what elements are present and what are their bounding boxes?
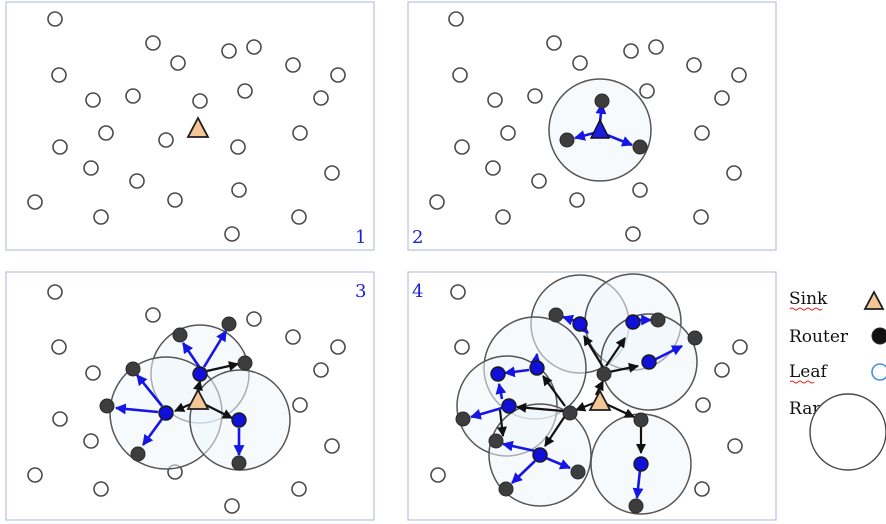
legend-router: Router	[789, 327, 886, 347]
router-icon	[871, 327, 886, 345]
legend-sink: Sink	[789, 289, 885, 311]
panel-4-joined-nodes	[490, 314, 657, 472]
legend-leaf: Leaf	[789, 362, 886, 384]
router-node	[632, 139, 648, 155]
panel-4-nodes	[430, 284, 748, 497]
joined-node	[192, 366, 208, 382]
panel-3-nodes	[27, 284, 346, 514]
panel-number: 2	[412, 227, 423, 248]
panel-4-blue-links	[469, 314, 683, 500]
sink-icon	[863, 290, 885, 310]
panel-1-nodes	[27, 11, 346, 242]
router-node	[125, 361, 141, 377]
joined-node	[231, 412, 247, 428]
range-icon	[809, 393, 886, 471]
panel-4: 4	[407, 271, 777, 521]
router-node	[130, 446, 146, 462]
panel-4-black-links	[496, 335, 647, 455]
panel-2-nodes	[429, 11, 747, 242]
panel-4-router-nodes	[455, 307, 703, 514]
sink-triangle	[588, 389, 612, 411]
panel-1: 1	[5, 1, 375, 251]
legend-range: Range	[789, 393, 886, 471]
sink-triangle	[186, 388, 210, 410]
sink-triangle	[589, 118, 611, 139]
router-node	[594, 93, 610, 109]
router-node	[221, 316, 237, 332]
router-node	[99, 398, 115, 414]
panel-number: 3	[355, 281, 366, 302]
router-node	[172, 327, 188, 343]
panel-3: 3	[5, 271, 375, 521]
legend: Sink Router Leaf Range	[789, 289, 886, 471]
joined-node	[158, 405, 174, 421]
legend-label-router: Router	[789, 327, 849, 347]
legend-label-sink: Sink	[789, 289, 828, 309]
router-node	[237, 355, 253, 371]
sink-triangle	[186, 116, 210, 138]
router-node	[231, 455, 247, 471]
panel-number: 4	[412, 281, 423, 302]
router-node	[559, 132, 575, 148]
panel-2: 2	[407, 1, 777, 251]
panel-number: 1	[355, 227, 366, 248]
legend-label-leaf: Leaf	[789, 362, 828, 382]
leaf-icon	[871, 363, 886, 381]
